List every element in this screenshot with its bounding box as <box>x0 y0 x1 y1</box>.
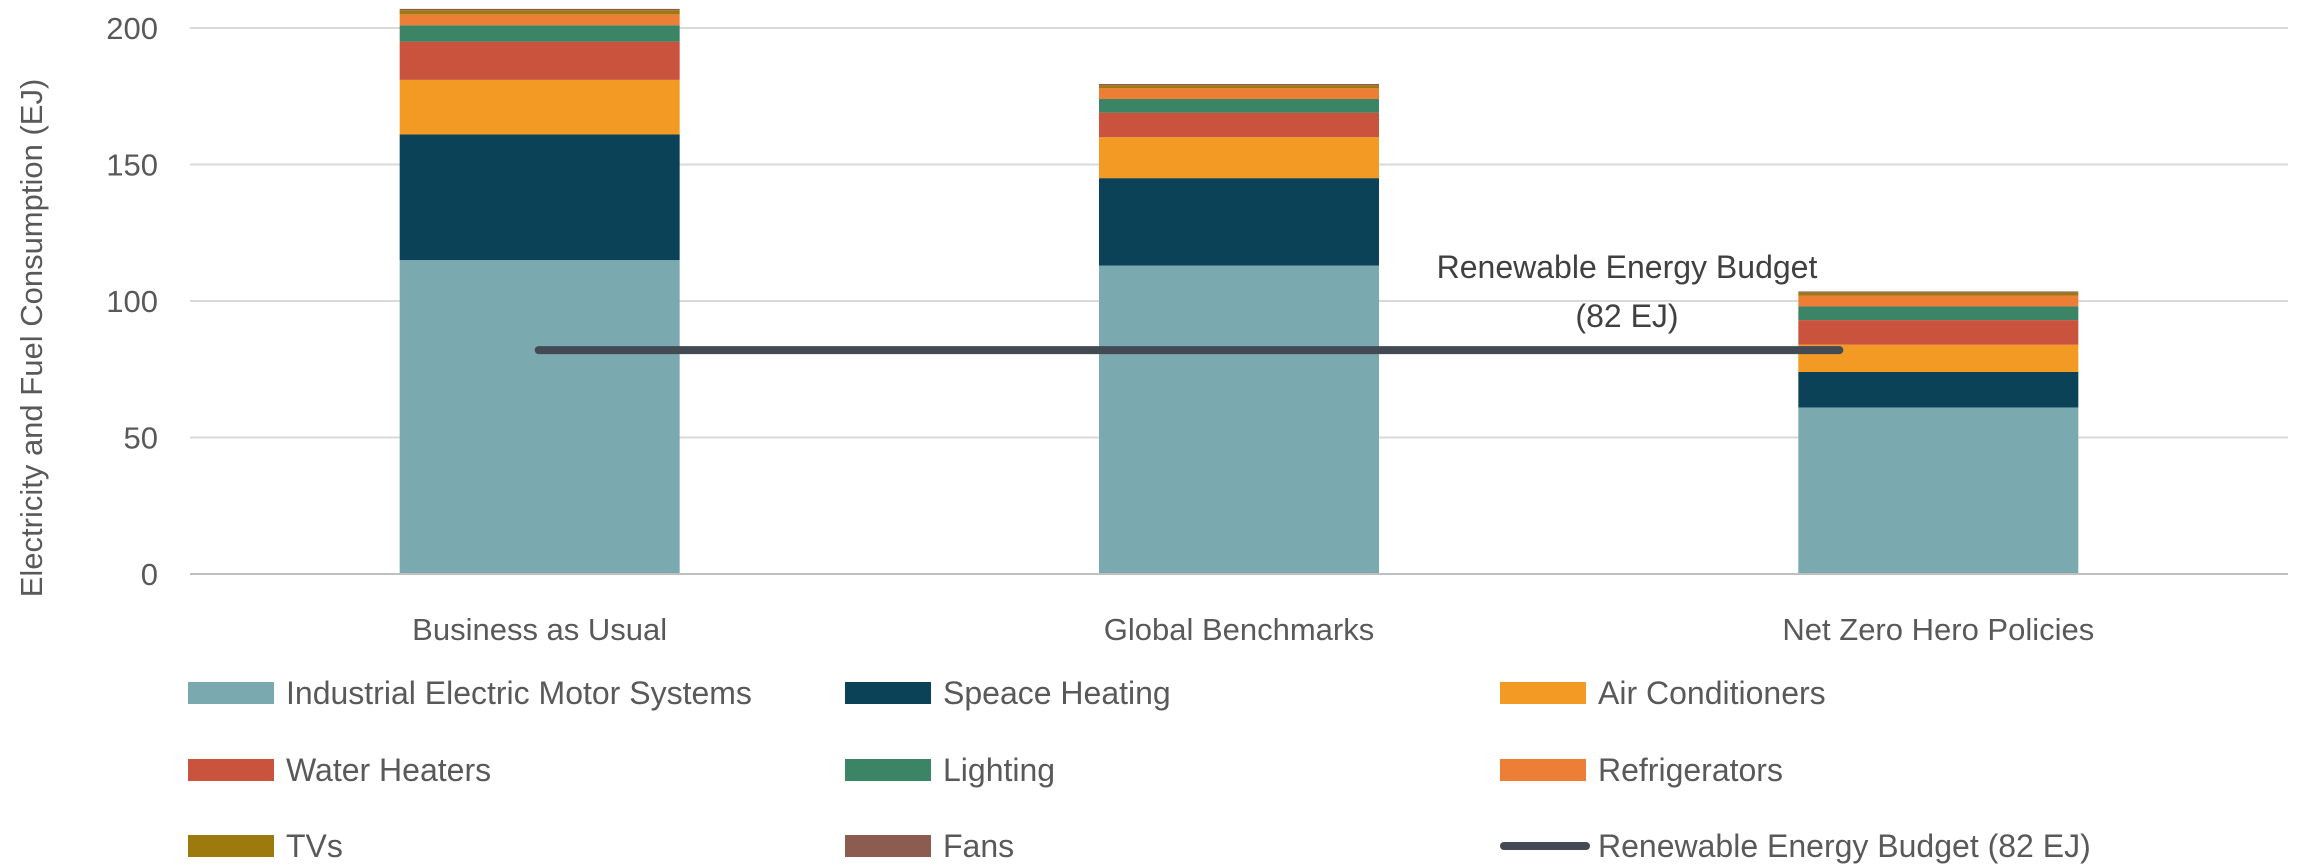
bar-segment <box>1099 83 1379 86</box>
budget-annotation-line1: Renewable Energy Budget <box>1437 249 1818 285</box>
legend-label: Fans <box>943 828 1014 864</box>
y-tick-label: 0 <box>141 557 158 592</box>
legend-label: TVs <box>286 828 343 864</box>
bar-segment <box>1099 265 1379 574</box>
legend-swatch <box>188 759 274 781</box>
legend-swatch <box>845 835 931 857</box>
x-tick-label: Global Benchmarks <box>1104 612 1375 647</box>
legend-label: Industrial Electric Motor Systems <box>286 675 752 711</box>
bar-segment <box>399 14 680 26</box>
legend-label: Speace Heating <box>943 675 1171 711</box>
bar-segment <box>1099 178 1379 266</box>
bar-segment <box>399 41 680 80</box>
bar-segment <box>1099 88 1379 99</box>
x-tick-label: Net Zero Hero Policies <box>1782 612 2094 647</box>
bar-segment <box>399 25 680 42</box>
stacked-bars <box>399 8 2079 574</box>
legend-swatch <box>845 759 931 781</box>
legend-swatch <box>1500 682 1586 704</box>
legend-label: Lighting <box>943 752 1055 788</box>
legend-label: Water Heaters <box>286 752 491 788</box>
bar-segment <box>1798 320 2079 345</box>
bar-segment <box>1798 344 2079 372</box>
budget-annotation-line2: (82 EJ) <box>1575 298 1678 334</box>
bar-segment <box>1099 85 1379 89</box>
legend-swatch <box>845 682 931 704</box>
bar-segment <box>399 79 680 135</box>
x-tick-label: Business as Usual <box>412 612 667 647</box>
bar-segment <box>1798 407 2079 574</box>
legend-label: Refrigerators <box>1598 752 1783 788</box>
legend-swatch <box>188 682 274 704</box>
bar-segment <box>399 134 680 261</box>
bar-segment <box>399 10 680 15</box>
legend-label: Air Conditioners <box>1598 675 1826 711</box>
bar-segment <box>1099 137 1379 179</box>
y-tick-label: 200 <box>106 11 158 46</box>
bar-segment <box>1798 292 2079 296</box>
legend-swatch <box>188 835 274 857</box>
bar-segment <box>1798 371 2079 408</box>
bar-segment <box>399 8 680 11</box>
y-tick-label: 50 <box>124 421 158 456</box>
legend-label: Renewable Energy Budget (82 EJ) <box>1598 828 2091 864</box>
bar-segment <box>1798 291 2079 293</box>
y-axis-ticks: 0 50 100 150 200 <box>106 11 158 592</box>
y-tick-label: 150 <box>106 148 158 183</box>
x-axis-ticks: Business as Usual Global Benchmarks Net Ze… <box>412 612 2094 647</box>
bar-segment <box>1798 306 2079 321</box>
y-axis-title: Electricity and Fuel Consumption (EJ) <box>14 79 49 598</box>
bar-segment <box>399 260 680 574</box>
bar-segment <box>1099 112 1379 138</box>
legend: Industrial Electric Motor Systems Speace … <box>188 675 2091 864</box>
legend-swatch <box>1500 759 1586 781</box>
y-tick-label: 100 <box>106 284 158 319</box>
bar-segment <box>1798 295 2079 307</box>
bar-segment <box>1099 98 1379 113</box>
